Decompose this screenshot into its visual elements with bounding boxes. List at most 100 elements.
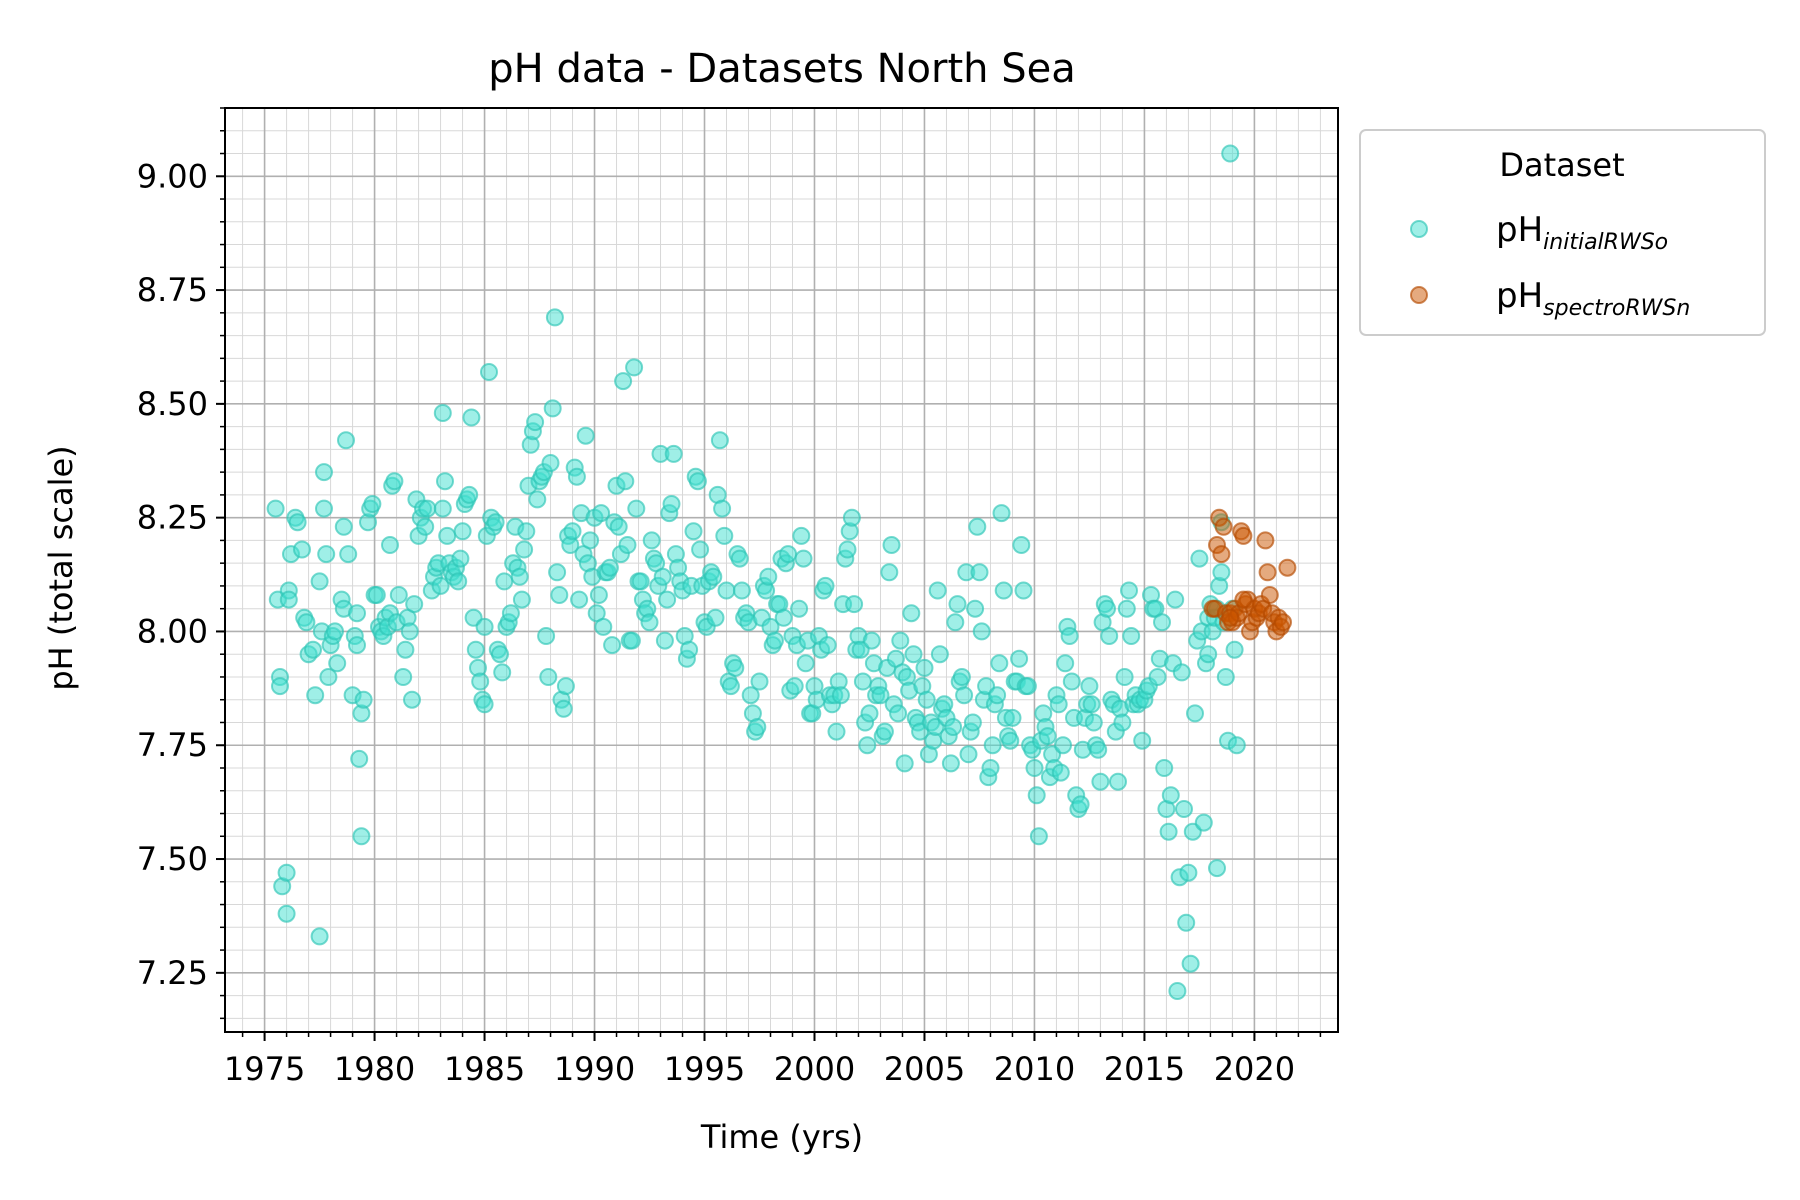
data-point (1100, 627, 1119, 645)
data-point (501, 604, 520, 623)
data-point (853, 672, 872, 691)
data-point (277, 863, 296, 882)
y-tick-label: 8.50 (137, 385, 208, 423)
data-point (1062, 672, 1081, 691)
data-point (1018, 677, 1037, 696)
data-point (790, 599, 809, 618)
data-point (418, 499, 437, 518)
data-point (618, 536, 637, 554)
data-point (554, 699, 573, 718)
data-point (1212, 545, 1231, 564)
data-point (431, 576, 450, 595)
legend-box (1359, 129, 1766, 336)
data-point (609, 517, 628, 536)
data-point (337, 431, 355, 450)
data-point (759, 567, 778, 586)
data-point (1071, 795, 1090, 814)
data-point (480, 363, 498, 381)
data-point (616, 472, 635, 491)
data-point (466, 640, 485, 659)
y-tick-label: 7.50 (137, 840, 208, 878)
data-point (684, 522, 703, 541)
data-point (512, 590, 531, 609)
data-point (779, 545, 798, 564)
data-point (277, 904, 296, 923)
x-tick-label: 1990 (554, 1050, 635, 1088)
data-point (948, 595, 967, 614)
data-point (310, 572, 329, 591)
data-point (1256, 531, 1275, 550)
data-point (715, 526, 734, 545)
plot-frame (224, 107, 1339, 1033)
data-point (1278, 558, 1297, 577)
data-point (1012, 536, 1031, 554)
data-point (548, 563, 567, 582)
data-point (293, 540, 311, 559)
data-point (640, 613, 659, 632)
data-point (1225, 640, 1244, 659)
data-point (1274, 613, 1292, 632)
series-initialRWSo (266, 144, 1246, 1000)
x-tick-label: 1975 (224, 1050, 305, 1088)
data-point (1179, 863, 1198, 882)
legend-marker (1410, 220, 1428, 238)
data-point (1177, 913, 1196, 932)
data-point (537, 627, 556, 645)
data-point (1212, 563, 1231, 582)
data-point (453, 522, 472, 541)
data-point (917, 690, 936, 709)
data-point (471, 672, 490, 691)
data-point (655, 631, 674, 650)
data-point (1234, 526, 1253, 545)
data-point (1089, 740, 1108, 759)
data-point (966, 599, 985, 618)
data-point (433, 499, 452, 518)
data-point (367, 586, 386, 604)
data-point (348, 636, 366, 655)
data-point (563, 522, 582, 541)
data-point (449, 572, 468, 591)
data-point (363, 495, 382, 513)
x-tick-label: 2000 (774, 1050, 855, 1088)
data-point (915, 658, 934, 677)
data-point (785, 677, 804, 696)
data-point (603, 636, 622, 655)
data-point (539, 668, 558, 686)
data-point (622, 631, 641, 650)
data-point (658, 590, 677, 609)
data-point (1117, 599, 1136, 618)
data-point (462, 408, 481, 427)
data-point (1199, 645, 1218, 664)
data-point (741, 686, 760, 705)
data-point (1234, 590, 1253, 609)
data-point (315, 499, 333, 518)
x-tick-label: 2005 (884, 1050, 965, 1088)
y-axis-title: pH (total scale) (42, 445, 80, 690)
data-point (350, 749, 369, 768)
data-point (1029, 827, 1048, 846)
data-point (842, 508, 861, 527)
data-point (1051, 763, 1070, 782)
data-point (567, 467, 586, 486)
x-tick-label: 1980 (334, 1050, 415, 1088)
data-point (475, 617, 494, 636)
data-point (796, 654, 815, 673)
data-point (688, 472, 707, 491)
data-point (891, 631, 910, 650)
data-point (339, 545, 358, 564)
data-point (992, 504, 1011, 523)
data-point (334, 517, 353, 536)
data-point (952, 668, 971, 686)
data-point (730, 549, 749, 568)
data-point (381, 536, 399, 554)
data-point (941, 754, 960, 773)
data-point (748, 718, 767, 736)
data-point (600, 558, 619, 577)
data-point (1060, 627, 1079, 645)
data-point (396, 640, 415, 659)
data-point (297, 613, 316, 632)
y-tick-label: 8.25 (137, 499, 208, 537)
data-point (1025, 759, 1044, 777)
chart-title: pH data - Datasets North Sea (488, 46, 1075, 92)
